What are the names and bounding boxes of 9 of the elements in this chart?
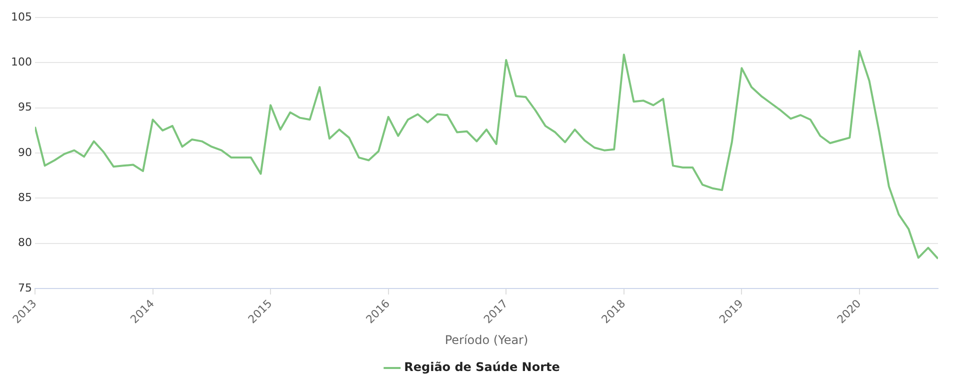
y-tick-label: 75	[18, 281, 32, 294]
y-tick-label: 95	[18, 100, 32, 114]
y-tick-label: 90	[18, 146, 32, 159]
y-tick-label: 100	[10, 56, 32, 69]
x-axis-title: Período (Year)	[444, 332, 528, 347]
legend-label: Região de Saúde Norte	[404, 360, 560, 374]
y-tick-label: 85	[18, 191, 32, 204]
y-tick-label: 105	[10, 10, 32, 24]
y-tick-label: 80	[18, 236, 32, 250]
